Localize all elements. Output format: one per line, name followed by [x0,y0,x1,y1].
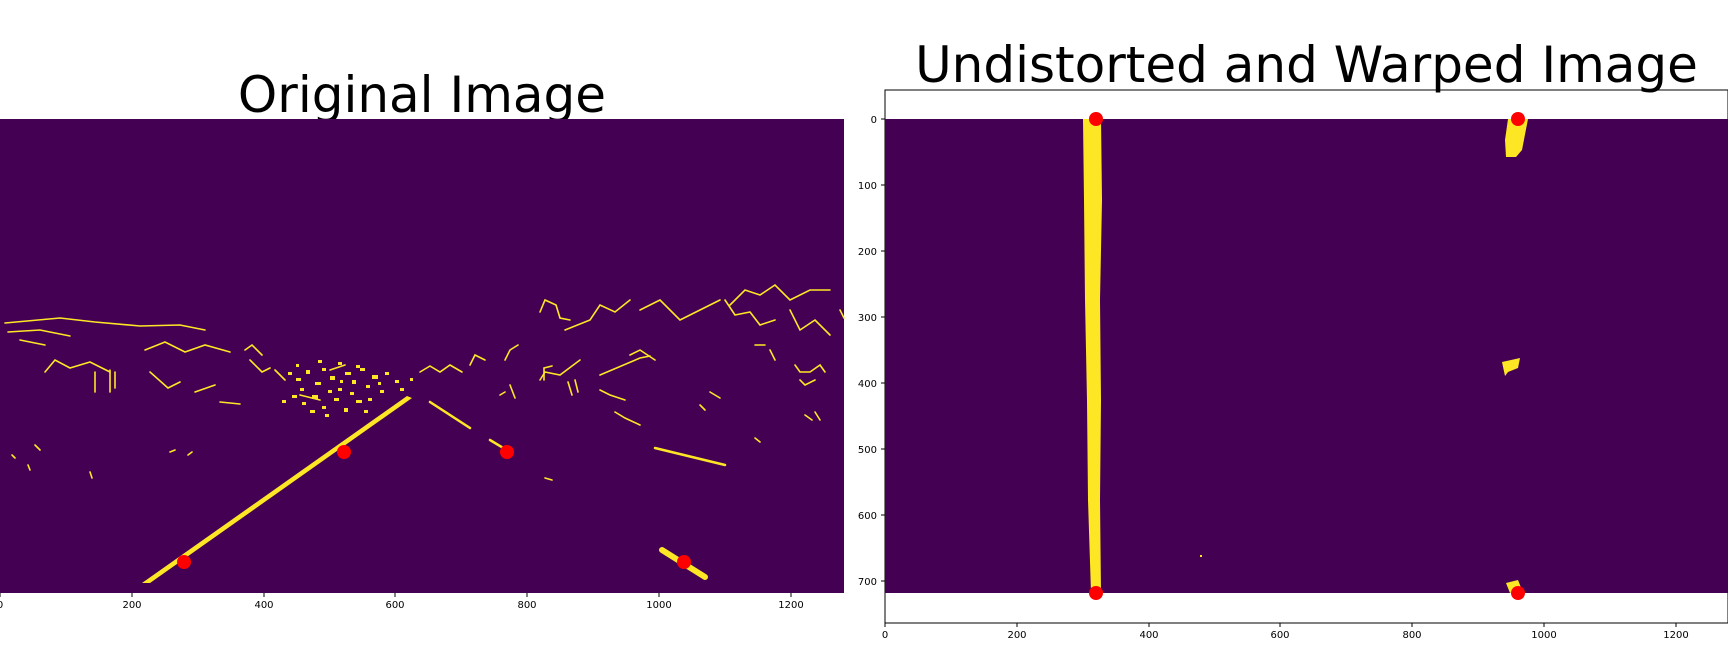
right-y-tick-labels: 0 100 200 300 400 500 600 700 [858,115,877,588]
left-image-background [0,119,844,593]
right-y-axis [881,118,885,582]
right-y-tick-label: 500 [858,445,877,456]
right-y-tick-label: 200 [858,247,877,258]
warped-left-lane [1083,119,1102,593]
right-x-tick-label: 1200 [1663,630,1688,641]
marker-dst-bottom-right [1511,586,1525,600]
right-y-tick-label: 300 [858,313,877,324]
right-image-panel: 0 100 200 300 400 500 600 700 0 200 400 … [858,89,1728,641]
marker-bottom-left [177,555,191,569]
right-y-tick-label: 600 [858,511,877,522]
left-x-tick-label: 0 [0,600,3,611]
left-image-panel: 0 200 400 600 800 1000 1200 [0,119,845,611]
right-x-tick-label: 1000 [1531,630,1556,641]
left-x-tick-label: 200 [122,600,141,611]
right-y-tick-label: 700 [858,577,877,588]
left-x-tick-label: 1200 [778,600,803,611]
left-x-tick-label: 800 [517,600,536,611]
left-x-axis [0,593,792,597]
marker-dst-top-right [1511,112,1525,126]
right-x-axis [884,623,1677,627]
right-x-tick-label: 200 [1007,630,1026,641]
right-panel-title: Undistorted and Warped Image [915,36,1698,94]
right-y-tick-label: 100 [858,181,877,192]
marker-bottom-right [677,555,691,569]
right-x-tick-label: 0 [882,630,888,641]
left-x-tick-labels: 0 200 400 600 800 1000 1200 [0,600,804,611]
marker-top-left [337,445,351,459]
left-center-clutter [282,360,413,417]
right-x-tick-label: 800 [1402,630,1421,641]
right-y-tick-label: 0 [871,115,877,126]
right-x-tick-labels: 0 200 400 600 800 1000 1200 [882,630,1689,641]
left-x-tick-label: 600 [385,600,404,611]
marker-top-right [500,445,514,459]
marker-dst-bottom-left [1089,586,1103,600]
left-panel-title: Original Image [237,66,607,124]
left-edge-clutter [4,283,845,481]
left-x-tick-label: 400 [254,600,273,611]
right-x-tick-label: 600 [1270,630,1289,641]
left-source-points [177,445,691,569]
right-destination-points [1089,112,1525,600]
right-x-tick-label: 400 [1139,630,1158,641]
left-x-tick-label: 1000 [646,600,671,611]
right-y-tick-label: 400 [858,379,877,390]
left-lane-line [142,396,412,583]
marker-dst-top-left [1089,112,1103,126]
right-image-background [885,119,1728,593]
